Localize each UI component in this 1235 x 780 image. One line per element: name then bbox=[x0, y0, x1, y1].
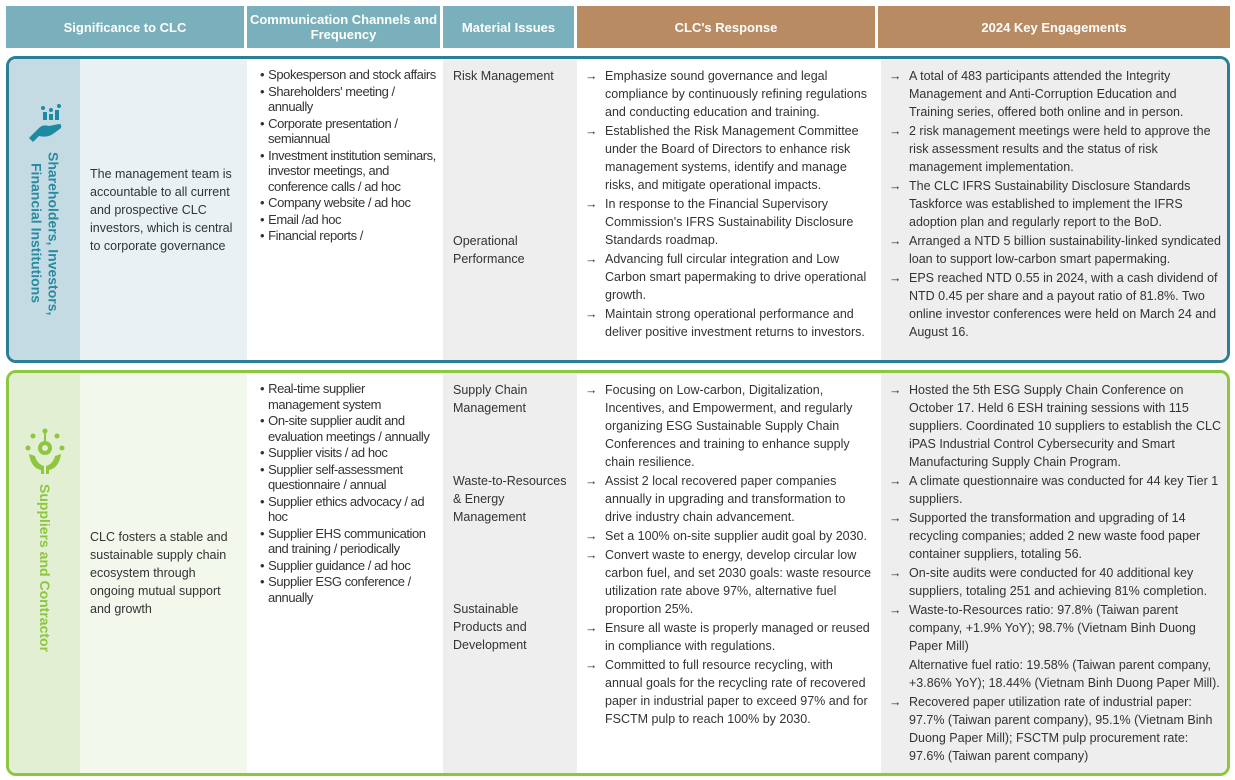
response-item: In response to the Financial Supervisory… bbox=[585, 195, 872, 249]
issue-item: Sustainable Products and Development bbox=[453, 602, 527, 652]
stakeholder-label: Suppliers and Contractor bbox=[9, 373, 80, 773]
header-material-issues: Material Issues bbox=[443, 6, 574, 48]
channel-item: Investment institution seminars, investo… bbox=[260, 148, 437, 195]
channel-item: On-site supplier audit and evaluation me… bbox=[260, 413, 437, 444]
channel-item: Supplier ethics advocacy / ad hoc bbox=[260, 494, 437, 525]
channel-item: Supplier ESG conference / annually bbox=[260, 574, 437, 605]
response-item: Committed to full resource recycling, wi… bbox=[585, 656, 872, 728]
response-item: Ensure all waste is properly managed or … bbox=[585, 619, 872, 655]
channel-item: Company website / ad hoc bbox=[260, 195, 437, 211]
stakeholder-label: Shareholders, Investors, Financial Instit… bbox=[9, 59, 80, 360]
response-list: Focusing on Low-carbon, Digitalization, … bbox=[577, 373, 878, 773]
header-channels: Communication Channels and Frequency bbox=[247, 6, 440, 48]
engagement-item: A total of 483 participants attended the… bbox=[889, 67, 1221, 121]
engagement-item: The CLC IFRS Sustainability Disclosure S… bbox=[889, 177, 1221, 231]
channel-item: Financial reports / bbox=[260, 228, 437, 244]
channel-item: Supplier self-assessment questionnaire /… bbox=[260, 462, 437, 493]
channel-item: Corporate presentation / semiannual bbox=[260, 116, 437, 147]
engagement-item: Waste-to-Resources ratio: 97.8% (Taiwan … bbox=[889, 601, 1221, 655]
engagements-list: A total of 483 participants attended the… bbox=[881, 59, 1227, 360]
channel-item: Supplier visits / ad hoc bbox=[260, 445, 437, 461]
significance-text: The management team is accountable to al… bbox=[80, 59, 247, 360]
engagement-item: A climate questionnaire was conducted fo… bbox=[889, 472, 1221, 508]
hand-chart-icon bbox=[28, 103, 61, 142]
engagement-item: EPS reached NTD 0.55 in 2024, with a cas… bbox=[889, 269, 1221, 341]
issue-item: Waste-to-Resources & Energy Management bbox=[453, 474, 567, 524]
header-response: CLC's Response bbox=[577, 6, 875, 48]
response-item: Assist 2 local recovered paper companies… bbox=[585, 472, 872, 526]
response-item: Emphasize sound governance and legal com… bbox=[585, 67, 872, 121]
response-item: Focusing on Low-carbon, Digitalization, … bbox=[585, 381, 872, 471]
engagement-item: Alternative fuel ratio: 19.58% (Taiwan p… bbox=[909, 658, 1220, 690]
issue-item: Operational Performance bbox=[453, 234, 525, 266]
engagements-list: Hosted the 5th ESG Supply Chain Conferen… bbox=[881, 373, 1227, 773]
engagement-item: 2 risk management meetings were held to … bbox=[889, 122, 1221, 176]
stakeholder-name: Suppliers and Contractor bbox=[37, 484, 53, 653]
engagement-item: Hosted the 5th ESG Supply Chain Conferen… bbox=[889, 381, 1221, 471]
issue-item: Supply Chain Management bbox=[453, 383, 528, 415]
row-suppliers: Suppliers and Contractor CLC fosters a s… bbox=[6, 370, 1230, 776]
response-item: Convert waste to energy, develop circula… bbox=[585, 546, 872, 618]
channel-item: Spokesperson and stock affairs bbox=[260, 67, 437, 83]
issue-item: Risk Management bbox=[453, 69, 554, 83]
engagement-item: On-site audits were conducted for 40 add… bbox=[889, 564, 1221, 600]
channel-item: Supplier EHS communication and training … bbox=[260, 526, 437, 557]
stakeholder-name: Shareholders, Investors, Financial Instit… bbox=[28, 151, 62, 316]
hands-gear-icon bbox=[25, 428, 64, 474]
material-issues: Risk Management Operational Performance bbox=[443, 59, 577, 360]
significance-text: CLC fosters a stable and sustainable sup… bbox=[80, 373, 247, 773]
response-list: Emphasize sound governance and legal com… bbox=[577, 59, 878, 360]
engagement-item: Recovered paper utilization rate of indu… bbox=[889, 693, 1221, 765]
channel-item: Email /ad hoc bbox=[260, 212, 437, 228]
channel-item: Supplier guidance / ad hoc bbox=[260, 558, 437, 574]
response-item: Set a 100% on-site supplier audit goal b… bbox=[585, 527, 872, 545]
response-item: Maintain strong operational performance … bbox=[585, 305, 872, 341]
response-item: Established the Risk Management Committe… bbox=[585, 122, 872, 194]
channels-list: Spokesperson and stock affairs Sharehold… bbox=[250, 59, 443, 360]
response-item: Advancing full circular integration and … bbox=[585, 250, 872, 304]
header-significance: Significance to CLC bbox=[6, 6, 244, 48]
material-issues: Supply Chain Management Waste-to-Resourc… bbox=[443, 373, 577, 773]
channel-item: Real-time supplier management system bbox=[260, 381, 437, 412]
channel-item: Shareholders' meeting / annually bbox=[260, 84, 437, 115]
row-shareholders: Shareholders, Investors, Financial Instit… bbox=[6, 56, 1230, 363]
header-key-engagements: 2024 Key Engagements bbox=[878, 6, 1230, 48]
engagement-item: Supported the transformation and upgradi… bbox=[889, 509, 1221, 563]
engagement-item: Arranged a NTD 5 billion sustainability-… bbox=[889, 232, 1221, 268]
channels-list: Real-time supplier management system On-… bbox=[250, 373, 443, 773]
